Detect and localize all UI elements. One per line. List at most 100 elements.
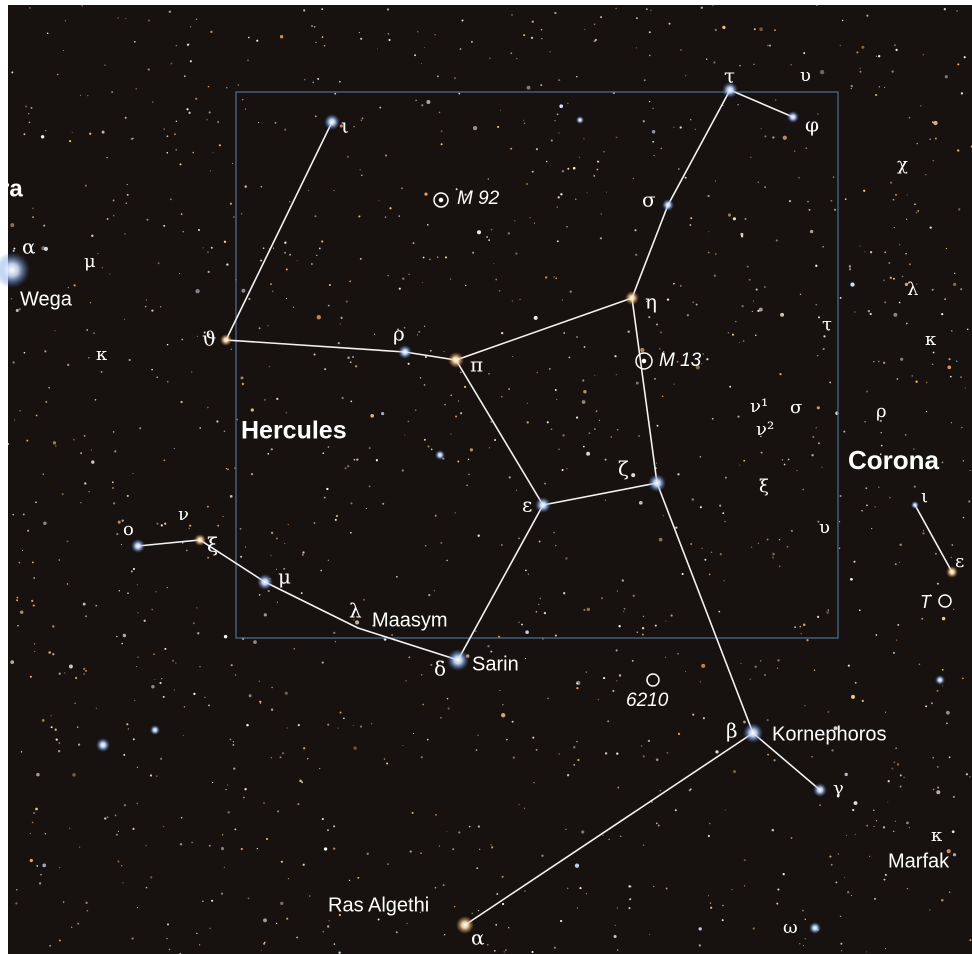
background-star: [767, 754, 769, 756]
background-star: [722, 905, 723, 906]
background-star: [55, 729, 57, 731]
background-star: [28, 121, 30, 123]
background-star: [224, 241, 226, 243]
background-star: [772, 553, 775, 556]
background-star: [241, 213, 243, 215]
background-star: [634, 229, 636, 231]
background-star: [271, 687, 272, 688]
background-star: [815, 304, 817, 306]
background-star: [866, 391, 868, 393]
background-star: [859, 246, 860, 247]
background-star: [340, 323, 341, 324]
background-star: [133, 738, 135, 740]
background-star: [209, 845, 211, 847]
background-star: [85, 902, 87, 904]
background-star: [508, 232, 510, 234]
background-star: [524, 808, 525, 809]
background-star: [188, 112, 190, 114]
background-star: [263, 247, 265, 249]
background-star: [455, 415, 457, 417]
background-star: [230, 739, 232, 741]
background-star: [879, 86, 881, 88]
background-star: [21, 751, 22, 752]
background-star: [562, 170, 564, 172]
background-star: [900, 358, 903, 361]
background-star: [469, 826, 471, 828]
background-star: [617, 907, 618, 908]
background-star: [418, 331, 420, 333]
background-star: [269, 366, 271, 368]
background-star: [873, 809, 875, 811]
background-star: [23, 133, 25, 135]
background-star: [231, 349, 232, 350]
background-star: [893, 199, 895, 201]
background-star: [565, 557, 567, 559]
background-star: [851, 695, 855, 699]
background-star: [184, 75, 186, 77]
background-star: [714, 275, 716, 277]
background-star: [953, 609, 954, 610]
background-star: [259, 594, 261, 596]
background-star: [32, 208, 33, 209]
background-star: [302, 554, 304, 556]
background-star: [358, 215, 360, 217]
background-star: [174, 448, 175, 449]
background-star: [233, 768, 235, 770]
background-star: [606, 192, 607, 193]
background-star: [643, 844, 645, 846]
background-star: [12, 361, 14, 363]
background-star: [446, 560, 448, 562]
background-star: [701, 7, 703, 9]
background-star: [378, 200, 379, 201]
background-star: [652, 141, 654, 143]
background-star: [340, 712, 342, 714]
background-star: [565, 829, 567, 831]
background-star: [350, 401, 352, 403]
background-star: [186, 550, 188, 552]
background-star: [267, 325, 268, 326]
background-star: [322, 818, 324, 820]
background-star: [196, 933, 198, 935]
background-star: [127, 495, 129, 497]
background-star: [303, 747, 305, 749]
background-star: [399, 215, 400, 216]
background-star: [248, 898, 250, 900]
background-star: [266, 838, 268, 840]
background-star: [10, 223, 14, 227]
background-star: [826, 611, 829, 614]
background-star: [952, 830, 955, 833]
background-star: [643, 616, 645, 618]
background-star: [853, 561, 855, 563]
background-star: [45, 833, 47, 835]
background-star: [690, 224, 692, 226]
background-star: [558, 79, 560, 81]
background-star: [610, 436, 612, 438]
background-star: [512, 356, 513, 357]
background-star: [728, 213, 731, 216]
background-star: [67, 540, 69, 542]
star: [809, 922, 821, 934]
background-star: [328, 305, 330, 307]
background-star: [136, 666, 137, 667]
background-star: [301, 592, 303, 594]
background-star: [642, 634, 644, 636]
background-star: [396, 931, 398, 933]
background-star: [189, 525, 191, 527]
label: γ: [833, 778, 844, 799]
background-star: [696, 304, 698, 306]
background-star: [121, 643, 123, 645]
background-star: [59, 940, 61, 942]
background-star: [159, 682, 161, 684]
background-star: [167, 923, 169, 925]
background-star: [815, 427, 817, 429]
label: κ: [96, 344, 108, 365]
background-star: [425, 545, 427, 547]
background-star: [146, 887, 148, 889]
background-star: [960, 376, 962, 378]
star: [625, 291, 639, 305]
background-star: [508, 927, 509, 928]
background-star: [127, 592, 129, 594]
background-star: [512, 721, 514, 723]
label: π: [470, 353, 483, 377]
background-star: [518, 538, 520, 540]
